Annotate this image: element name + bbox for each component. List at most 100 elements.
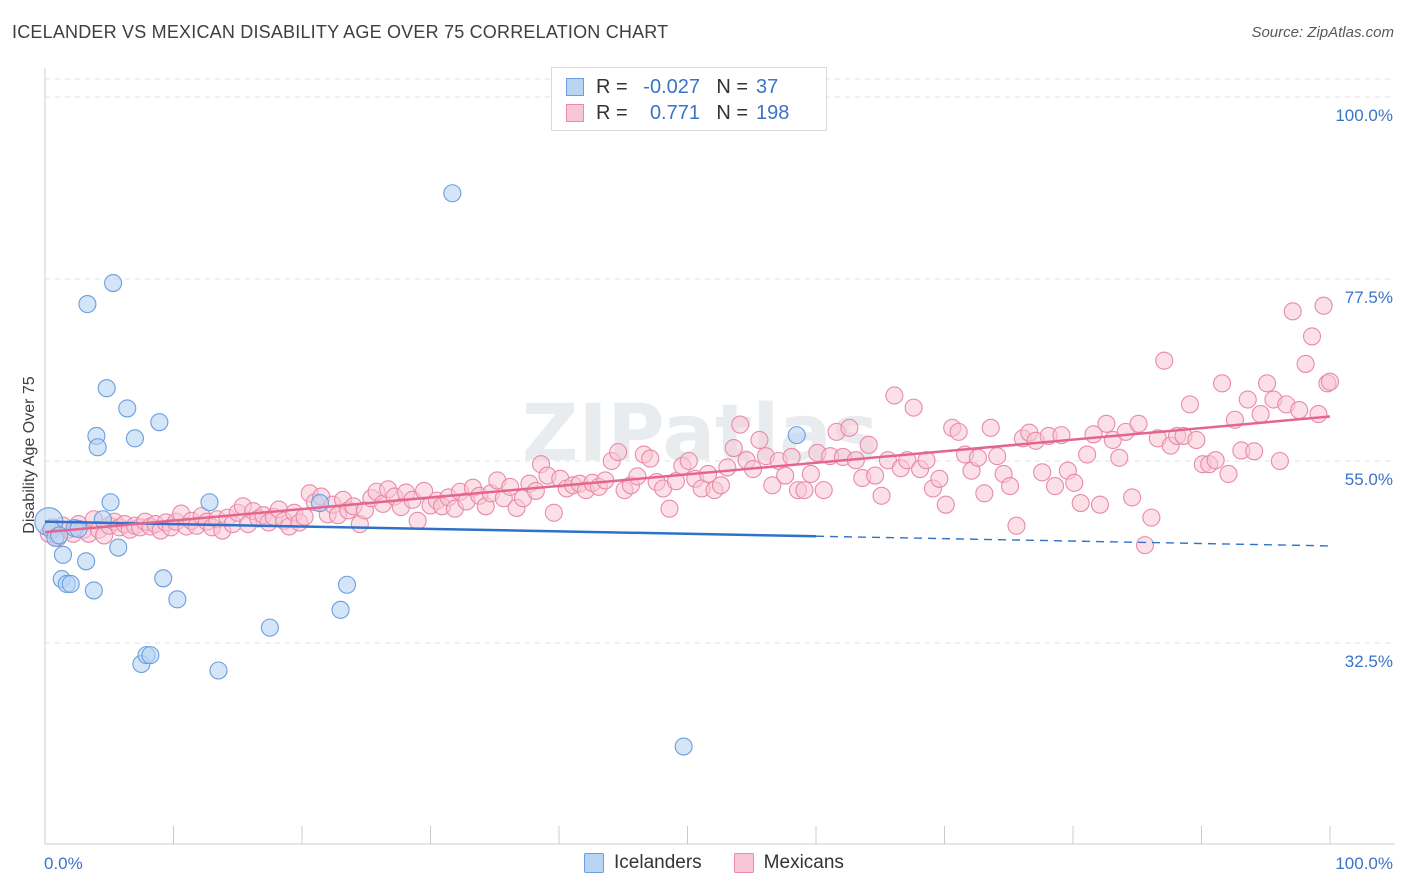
series-legend: Icelanders Mexicans (584, 852, 876, 874)
mexicans-point (1180, 395, 1199, 414)
icelanders-point (200, 493, 219, 512)
mexicans-point (975, 484, 994, 503)
mexicans-point (1257, 374, 1277, 393)
mexicans-swatch (733, 853, 754, 873)
y-tick-labels: 100.0% 77.5% 55.0% 32.5% (1335, 106, 1393, 671)
mexicans-point (628, 467, 647, 486)
x-tick-label: 0.0% (44, 854, 83, 873)
icelanders-point (101, 493, 120, 512)
n-value: 37 (756, 75, 779, 98)
mexicans-point (1296, 354, 1315, 373)
icelanders-point (53, 545, 73, 564)
icelanders-point (154, 569, 173, 588)
mexicans-point (949, 422, 968, 441)
mexicans-point (1219, 464, 1238, 483)
mexicans-point (1135, 536, 1155, 555)
icelanders-point (125, 429, 144, 448)
legend-item-icelanders[interactable]: Icelanders (584, 852, 702, 874)
axes (44, 68, 1395, 845)
icelanders-point (141, 646, 160, 665)
mexicans-point (872, 486, 891, 505)
mexicans-point (988, 447, 1007, 466)
mexicans-point (1065, 473, 1084, 492)
mexicans-point (1155, 351, 1174, 370)
mexicans-point (711, 476, 730, 495)
icelanders-point (209, 661, 228, 680)
icelanders-point (84, 581, 103, 600)
icelanders-point (260, 618, 279, 637)
mexicans-point (1129, 414, 1148, 433)
icelanders-point (109, 538, 128, 557)
y-tick-label: 55.0% (1345, 470, 1393, 489)
y-tick-label: 32.5% (1345, 652, 1393, 671)
icelanders-point (77, 552, 96, 571)
icelanders-point (337, 575, 357, 594)
mexicans-point (1142, 508, 1161, 527)
mexicans-point (1097, 414, 1116, 433)
mexicans-point (1251, 405, 1270, 424)
mexicans-point (981, 418, 1000, 437)
mexicans-point (968, 448, 987, 467)
mexicans-point (1238, 390, 1257, 409)
icelanders-swatch (584, 853, 604, 873)
mexicans-point (724, 439, 743, 458)
n-label: N = (716, 75, 748, 98)
mexicans-point (936, 495, 955, 514)
n-value: 198 (756, 101, 790, 124)
icelanders-swatch (566, 78, 584, 96)
mexicans-point (1187, 430, 1206, 450)
trend-lines (44, 415, 1331, 547)
mexicans-point (1290, 400, 1309, 420)
legend-item-mexicans[interactable]: Mexicans (733, 852, 844, 874)
mexicans-point (885, 386, 904, 405)
mexicans-point (782, 447, 801, 467)
legend-row-icelanders: R = -0.027 N = 37 (566, 75, 778, 99)
mexicans-point (776, 466, 795, 485)
legend-label: Icelanders (614, 852, 702, 873)
r-value: -0.027 (643, 75, 700, 98)
mexicans-point (731, 415, 750, 434)
icelanders-point (61, 574, 80, 594)
icelanders-point (150, 413, 169, 432)
correlation-legend: R = -0.027 N = 37 R = 0.771 N = 198 (551, 67, 827, 131)
mexicans-trend-line (44, 415, 1331, 534)
mexicans-point (1078, 445, 1097, 464)
gridlines (45, 78, 1395, 644)
mexicans-point (1000, 477, 1020, 496)
y-axis-label: Disability Age Over 75 (21, 376, 38, 534)
r-label: R = (596, 75, 628, 98)
mexicans-point (1123, 488, 1142, 507)
mexicans-point (1314, 296, 1333, 315)
legend-label: Mexicans (763, 852, 844, 873)
icelanders-point (88, 438, 107, 457)
icelanders-point (97, 379, 116, 398)
mexicans-point (814, 481, 833, 500)
r-value: 0.771 (649, 101, 700, 124)
mexicans-point (1090, 495, 1110, 514)
mexicans-point (795, 481, 814, 500)
mexicans-point (1110, 448, 1129, 467)
mexicans-point (526, 481, 545, 500)
mexicans-point (801, 464, 820, 483)
mexicans-point (1045, 477, 1065, 496)
icelanders-point (118, 399, 137, 418)
y-tick-label: 100.0% (1335, 106, 1393, 125)
mexicans-point (544, 503, 563, 522)
icelanders-point (674, 737, 693, 756)
mexicans-point (763, 476, 782, 495)
icelanders-trend-extension (815, 535, 1331, 547)
mexicans-point (295, 507, 314, 526)
mexicans-point (866, 466, 885, 485)
mexicans-swatch (566, 104, 584, 122)
icelanders-point (78, 295, 97, 314)
watermark: ZIPatlas (522, 389, 878, 479)
icelanders-point (168, 590, 187, 609)
mexicans-point (1283, 302, 1302, 321)
mexicans-point (1320, 372, 1340, 391)
mexicans-point (718, 458, 737, 477)
chart-title: ICELANDER VS MEXICAN DISABILITY AGE OVER… (12, 22, 669, 42)
mexicans-point (1206, 451, 1225, 470)
mexicans-point (1245, 442, 1264, 461)
x-tick-label: 100.0% (1335, 854, 1393, 873)
mexicans-point (408, 511, 427, 530)
